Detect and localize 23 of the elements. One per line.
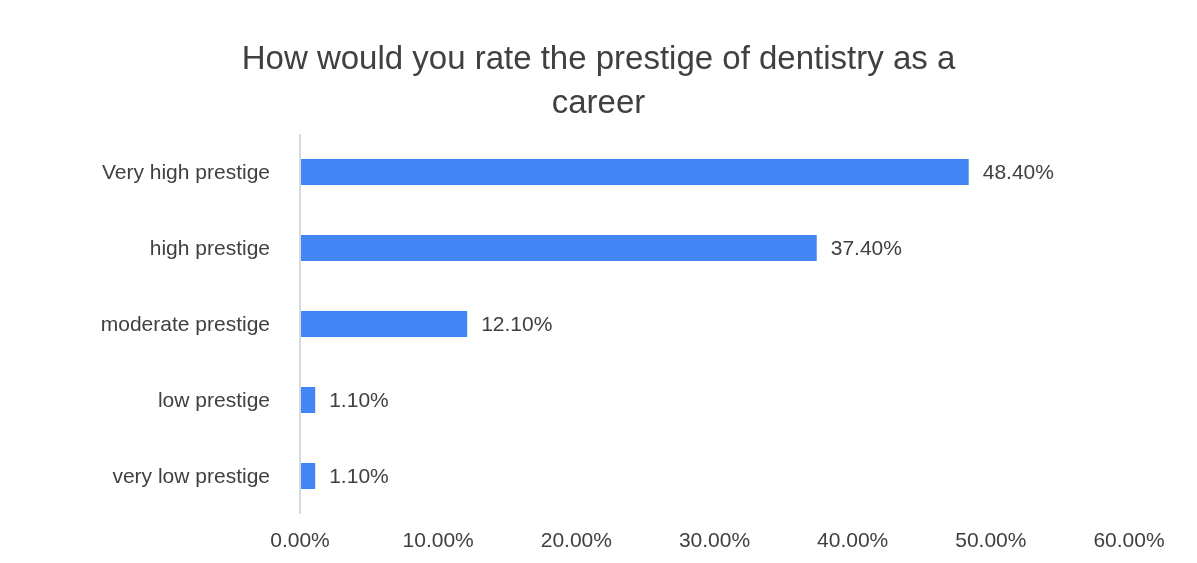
chart-title: How would you rate the prestige of dentistry as a career xyxy=(240,38,957,122)
y-tick-label: Very high prestige xyxy=(101,160,270,184)
y-tick-label: moderate prestige xyxy=(100,312,270,336)
bar xyxy=(300,311,468,337)
x-tick-label: 60.00% xyxy=(1093,527,1165,551)
x-tick-label: 10.00% xyxy=(402,527,474,551)
x-tick-label: 50.00% xyxy=(955,527,1027,551)
x-tick-label: 30.00% xyxy=(678,527,751,551)
data-label: 1.10% xyxy=(329,388,389,412)
x-tick-label: 0.00% xyxy=(270,527,330,551)
data-label: 37.40% xyxy=(830,236,902,260)
bar xyxy=(300,463,316,489)
y-tick-label: high prestige xyxy=(149,236,270,260)
data-label: 48.40% xyxy=(982,160,1054,184)
x-tick-label: 40.00% xyxy=(817,527,889,551)
bar xyxy=(300,387,316,413)
data-label: 12.10% xyxy=(481,312,553,336)
y-tick-label: very low prestige xyxy=(112,464,270,488)
bar xyxy=(300,159,969,185)
data-label: 1.10% xyxy=(329,464,389,488)
x-tick-label: 20.00% xyxy=(540,527,612,551)
y-tick-label: low prestige xyxy=(157,388,270,412)
bar xyxy=(300,235,817,261)
